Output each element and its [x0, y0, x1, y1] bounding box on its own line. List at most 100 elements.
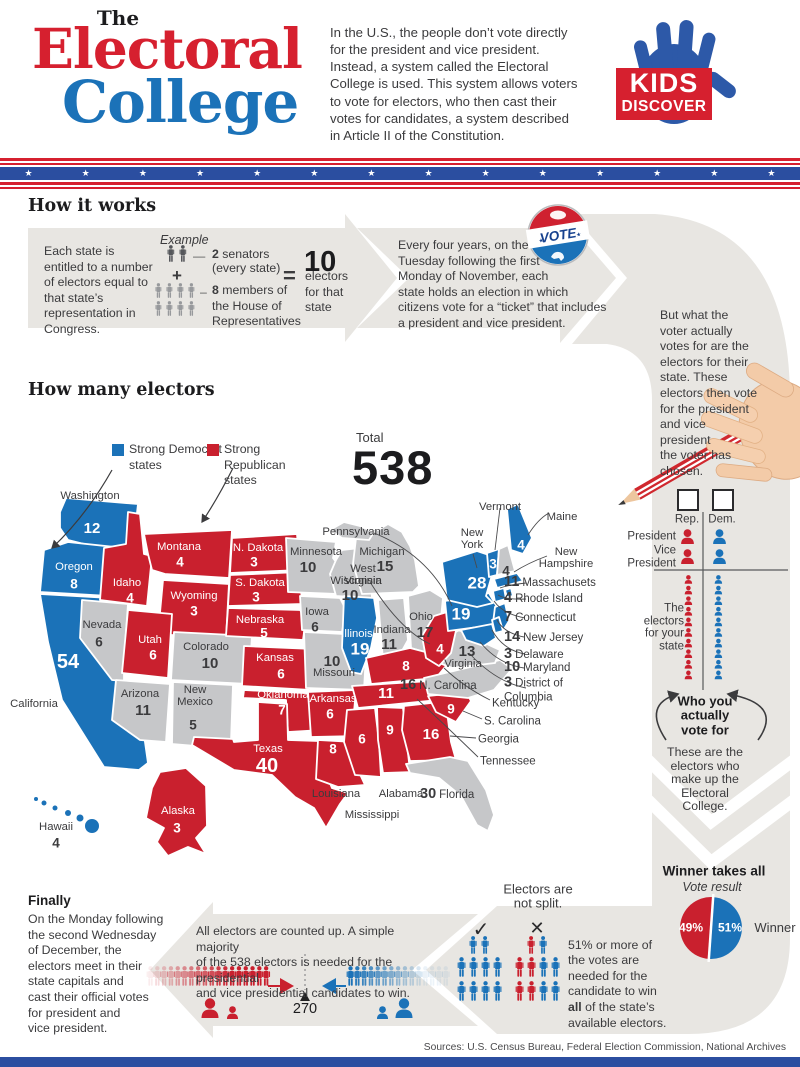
person-standing-icon	[551, 981, 560, 1001]
result-value: 10	[304, 246, 337, 278]
finally-heading: Finally	[28, 893, 71, 908]
map-leader-line	[493, 600, 526, 619]
state-shape-massachusetts	[493, 572, 524, 589]
vote-band-star-left: ★	[538, 238, 544, 245]
people-figures	[146, 245, 726, 1019]
legend-pointer-arrows	[51, 467, 234, 549]
person-bust-icon	[684, 596, 693, 605]
ballot-electors-label: The electors for your state	[643, 602, 684, 653]
star-icon: ★	[595, 168, 605, 178]
map-leader-line	[497, 594, 527, 600]
person-bust-icon	[684, 649, 693, 658]
person-standing-icon	[481, 981, 490, 1001]
check-icon: ✓	[472, 917, 490, 941]
state-shape-nebraska	[225, 607, 307, 641]
person-bust-icon	[684, 670, 693, 680]
person-standing-icon	[457, 957, 466, 977]
sources-line: Sources: U.S. Census Bureau, Federal Ele…	[423, 1042, 786, 1053]
bottom-band	[0, 1057, 800, 1067]
star-icon: ★	[195, 168, 205, 178]
legend-swatch-republican	[207, 444, 219, 456]
person-bust-icon	[713, 529, 726, 544]
vote-result-label: Vote result	[682, 880, 742, 895]
ballot-checkbox-rep	[677, 489, 699, 511]
pie-red-percent: 49%	[678, 920, 704, 935]
person-standing-icon	[201, 966, 209, 986]
person-standing-icon	[166, 301, 173, 316]
result-label: electors for that state	[305, 269, 349, 315]
person-standing-icon	[177, 301, 184, 316]
title-pretitle: The	[96, 6, 140, 30]
person-bust-icon	[395, 998, 413, 1018]
person-standing-icon	[401, 966, 409, 986]
person-bust-icon	[226, 1006, 239, 1019]
person-bust-icon	[684, 617, 693, 627]
person-standing-icon	[188, 301, 195, 316]
state-shape-mississippi	[343, 707, 382, 778]
rule-text-before: 51% or more of the votes are needed for …	[568, 937, 657, 999]
state-shape-arizona	[111, 679, 171, 743]
person-standing-icon	[527, 981, 536, 1001]
map-leader-line	[479, 641, 525, 669]
person-standing-icon	[469, 957, 478, 977]
map-leader-line	[513, 555, 548, 573]
person-bust-icon	[714, 670, 723, 680]
democrat-donkey-icon	[551, 251, 564, 261]
person-bust-icon	[684, 628, 693, 637]
vote-result-pie	[680, 893, 742, 963]
person-standing-icon	[173, 966, 182, 986]
how-many-heading: How many electors	[28, 380, 215, 400]
state-shape-hawaii	[41, 800, 47, 806]
state-shape-idaho	[99, 511, 153, 607]
ballot-president-label: President	[627, 530, 676, 543]
person-standing-icon	[167, 245, 175, 262]
state-shape-utah	[121, 609, 173, 679]
person-standing-icon	[160, 966, 169, 986]
person-standing-icon	[387, 966, 396, 986]
state-shape-maine	[506, 503, 533, 555]
state-shape-iowa	[299, 595, 347, 633]
person-standing-icon	[188, 283, 195, 298]
star-icon: ★	[81, 168, 90, 178]
map-leader-line	[449, 735, 477, 739]
winner-takes-all-heading: Winner takes all	[662, 863, 766, 879]
house-count: 8	[212, 283, 219, 297]
person-standing-icon	[435, 966, 443, 986]
person-bust-icon	[684, 575, 693, 584]
person-standing-icon	[421, 966, 430, 986]
logo-line1: KIDS	[629, 68, 699, 98]
legend-swatch-democrat	[112, 444, 124, 456]
star-icon: ★	[710, 168, 719, 178]
star-icon: ★	[538, 168, 547, 178]
senators-note: (every state)	[212, 261, 281, 275]
logo-line2: DISCOVER	[621, 98, 707, 115]
person-standing-icon	[481, 957, 490, 977]
person-standing-icon	[457, 981, 466, 1001]
state-shape-alaska	[145, 767, 208, 857]
senators-count: 2	[212, 247, 219, 261]
vote-button-label: VOTE	[539, 225, 579, 246]
star-icon: ★	[253, 168, 262, 178]
voter-note: But what the voter actually votes for ar…	[660, 308, 758, 479]
person-bust-icon	[681, 549, 694, 564]
equals-sign: =	[283, 263, 296, 288]
pie-divider	[707, 893, 715, 963]
finally-body: On the Monday following the second Wedne…	[28, 912, 164, 1036]
state-shape-hawaii	[65, 810, 71, 816]
person-standing-icon	[527, 936, 535, 954]
how-it-works-text: Each state is entitled to a number of el…	[44, 244, 153, 337]
stars-row: ★ ★ ★ ★ ★ ★ ★ ★ ★ ★ ★ ★ ★ ★	[0, 167, 800, 180]
person-standing-icon	[153, 966, 162, 986]
person-standing-icon	[177, 283, 184, 298]
person-standing-icon	[539, 981, 548, 1001]
total-value: 538	[352, 441, 434, 494]
state-shape-rhode-island	[504, 587, 514, 598]
pie-slice-democrat	[708, 897, 742, 959]
person-bust-icon	[376, 1006, 389, 1019]
not-split-note: Electors are not split.	[503, 881, 573, 911]
example-label: Example	[160, 233, 209, 247]
person-standing-icon	[469, 936, 477, 954]
ballot-grid-lines	[654, 512, 788, 741]
person-standing-icon	[221, 966, 230, 986]
